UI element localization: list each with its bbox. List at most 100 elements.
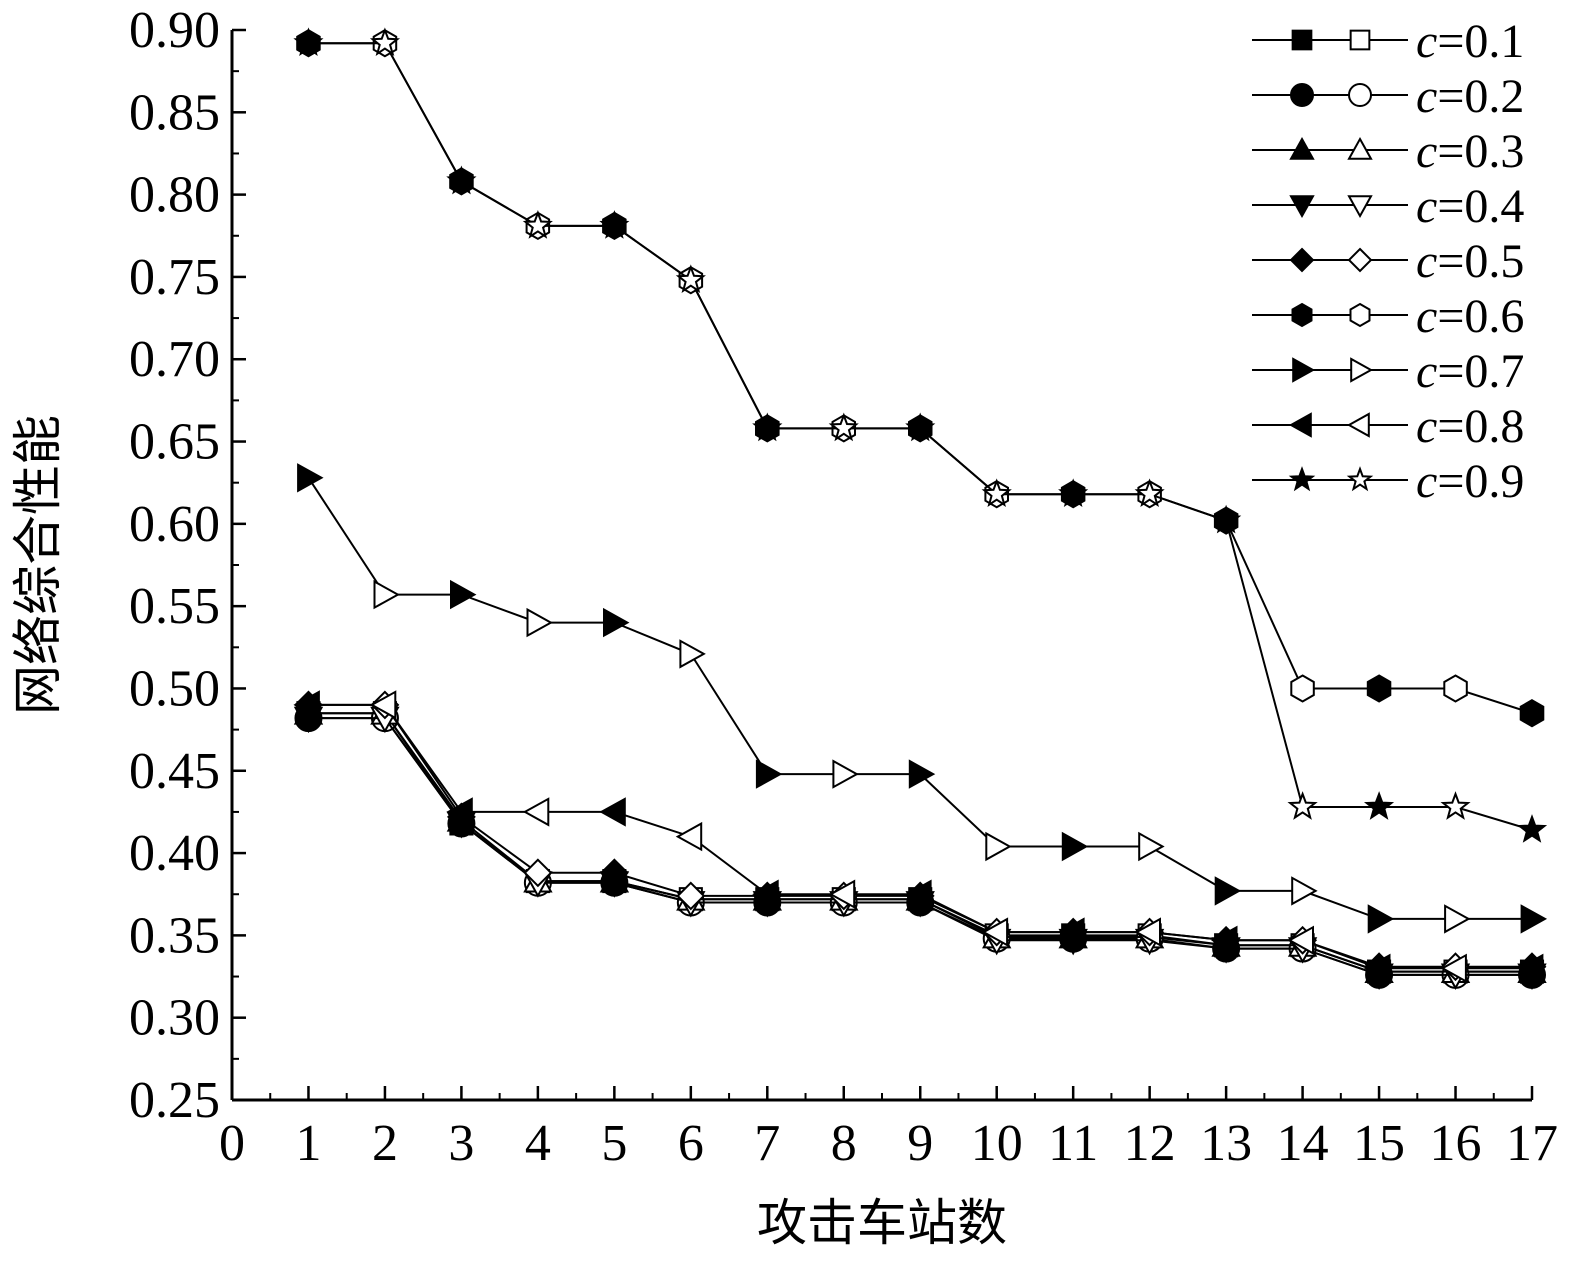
legend-variable: c xyxy=(1416,455,1437,508)
legend-value: =0.5 xyxy=(1437,235,1524,288)
legend-item: c=0.6 xyxy=(1252,290,1524,343)
data-point xyxy=(603,607,630,638)
data-point xyxy=(679,639,706,669)
data-point xyxy=(828,879,856,909)
y-tick-label: 0.70 xyxy=(129,331,220,388)
data-point xyxy=(297,463,324,493)
x-tick-label: 10 xyxy=(971,1115,1023,1172)
legend-value: =0.2 xyxy=(1437,70,1524,123)
series-diamond xyxy=(294,690,1547,982)
series-line xyxy=(308,703,1532,970)
data-point xyxy=(1058,917,1085,947)
legend-value: =0.8 xyxy=(1437,400,1524,453)
legend-marker-open xyxy=(1349,302,1371,328)
series-group xyxy=(293,27,1548,990)
legend-item: c=0.8 xyxy=(1252,400,1524,453)
legend-item: c=0.3 xyxy=(1252,125,1524,178)
data-point xyxy=(1134,917,1161,947)
data-point xyxy=(1366,674,1392,703)
x-tick-label: 13 xyxy=(1200,1115,1252,1172)
legend-label: c=0.7 xyxy=(1416,345,1524,398)
y-tick-label: 0.55 xyxy=(129,578,220,635)
legend-item: c=0.9 xyxy=(1252,455,1524,508)
data-point xyxy=(1138,831,1165,862)
legend-marker-open xyxy=(1347,247,1373,273)
legend-value: =0.4 xyxy=(1437,180,1524,233)
legend-marker-filled xyxy=(1288,412,1312,438)
data-point xyxy=(450,579,477,610)
series-line xyxy=(308,42,1533,715)
legend-marker-filled xyxy=(1292,357,1316,383)
data-point xyxy=(832,759,859,789)
y-tick-label: 0.90 xyxy=(129,2,220,59)
x-tick-label: 17 xyxy=(1506,1115,1558,1172)
data-point xyxy=(1443,674,1468,703)
series-triangle-down xyxy=(293,706,1547,990)
data-point xyxy=(1519,699,1545,728)
series-line xyxy=(307,477,1532,920)
data-point xyxy=(905,879,932,909)
legend-marker-filled xyxy=(1290,83,1314,107)
data-point xyxy=(675,264,706,293)
y-tick-labels: 0.25 0.30 0.35 0.40 0.45 0.50 0.55 0.60 0.65 0.70… xyxy=(129,2,220,1129)
data-point xyxy=(1290,674,1315,703)
legend-marker-filled xyxy=(1289,247,1315,273)
data-point xyxy=(522,797,550,827)
data-point xyxy=(373,579,400,610)
x-tick-label: 2 xyxy=(372,1115,398,1172)
legend-variable: c xyxy=(1416,290,1437,343)
data-point xyxy=(369,27,401,57)
x-tick-label: 9 xyxy=(907,1115,933,1172)
legend-variable: c xyxy=(1416,70,1437,123)
data-point xyxy=(1516,814,1548,843)
data-point xyxy=(1516,953,1544,983)
legend-value: =0.9 xyxy=(1437,455,1524,508)
series-line xyxy=(308,712,1532,973)
legend-marker-filled xyxy=(1291,29,1313,51)
data-point xyxy=(981,478,1012,507)
legend-marker-filled xyxy=(1288,466,1316,492)
data-point xyxy=(1364,953,1391,983)
series-circle xyxy=(294,704,1546,989)
y-tick-label: 0.65 xyxy=(129,414,220,471)
legend-item: c=0.2 xyxy=(1252,70,1524,123)
data-point xyxy=(446,165,477,195)
data-point xyxy=(599,797,626,827)
x-tick-labels: 0 1 2 3 4 5 6 7 8 9 10 11 12 13 14 15 16 17 xyxy=(219,1115,1558,1172)
x-tick-label: 15 xyxy=(1353,1115,1405,1172)
data-point xyxy=(1058,478,1089,507)
legend-label: c=0.3 xyxy=(1416,125,1524,178)
y-tick-label: 0.30 xyxy=(129,990,220,1047)
x-tick-label: 0 xyxy=(219,1115,245,1172)
x-tick-label: 16 xyxy=(1430,1115,1482,1172)
legend-variable: c xyxy=(1416,125,1437,178)
data-point xyxy=(1287,791,1318,820)
series-star xyxy=(293,27,1548,843)
legend-marker-open xyxy=(1348,83,1372,107)
y-tick-label: 0.60 xyxy=(129,496,220,553)
y-tick-label: 0.45 xyxy=(129,743,220,800)
y-axis-title: 网络综合性能 xyxy=(9,415,67,715)
data-point xyxy=(293,690,320,720)
y-tick-label: 0.50 xyxy=(129,660,220,717)
data-point xyxy=(1440,953,1467,983)
x-tick-label: 12 xyxy=(1124,1115,1176,1172)
legend-variable: c xyxy=(1416,15,1437,68)
data-point xyxy=(752,879,779,909)
data-point xyxy=(1363,791,1395,820)
legend-label: c=0.9 xyxy=(1416,455,1524,508)
data-point xyxy=(293,27,324,57)
legend-variable: c xyxy=(1416,345,1437,398)
legend-variable: c xyxy=(1416,235,1437,288)
x-tick-label: 6 xyxy=(678,1115,704,1172)
data-point xyxy=(1287,925,1314,955)
x-tick-label: 5 xyxy=(601,1115,627,1172)
legend-label: c=0.8 xyxy=(1416,400,1524,453)
legend-marker-open xyxy=(1346,412,1370,438)
data-point xyxy=(908,759,936,789)
data-point xyxy=(1061,831,1089,862)
legend-marker-open xyxy=(1347,195,1373,219)
data-point xyxy=(981,917,1009,947)
y-tick-label: 0.75 xyxy=(129,249,220,306)
